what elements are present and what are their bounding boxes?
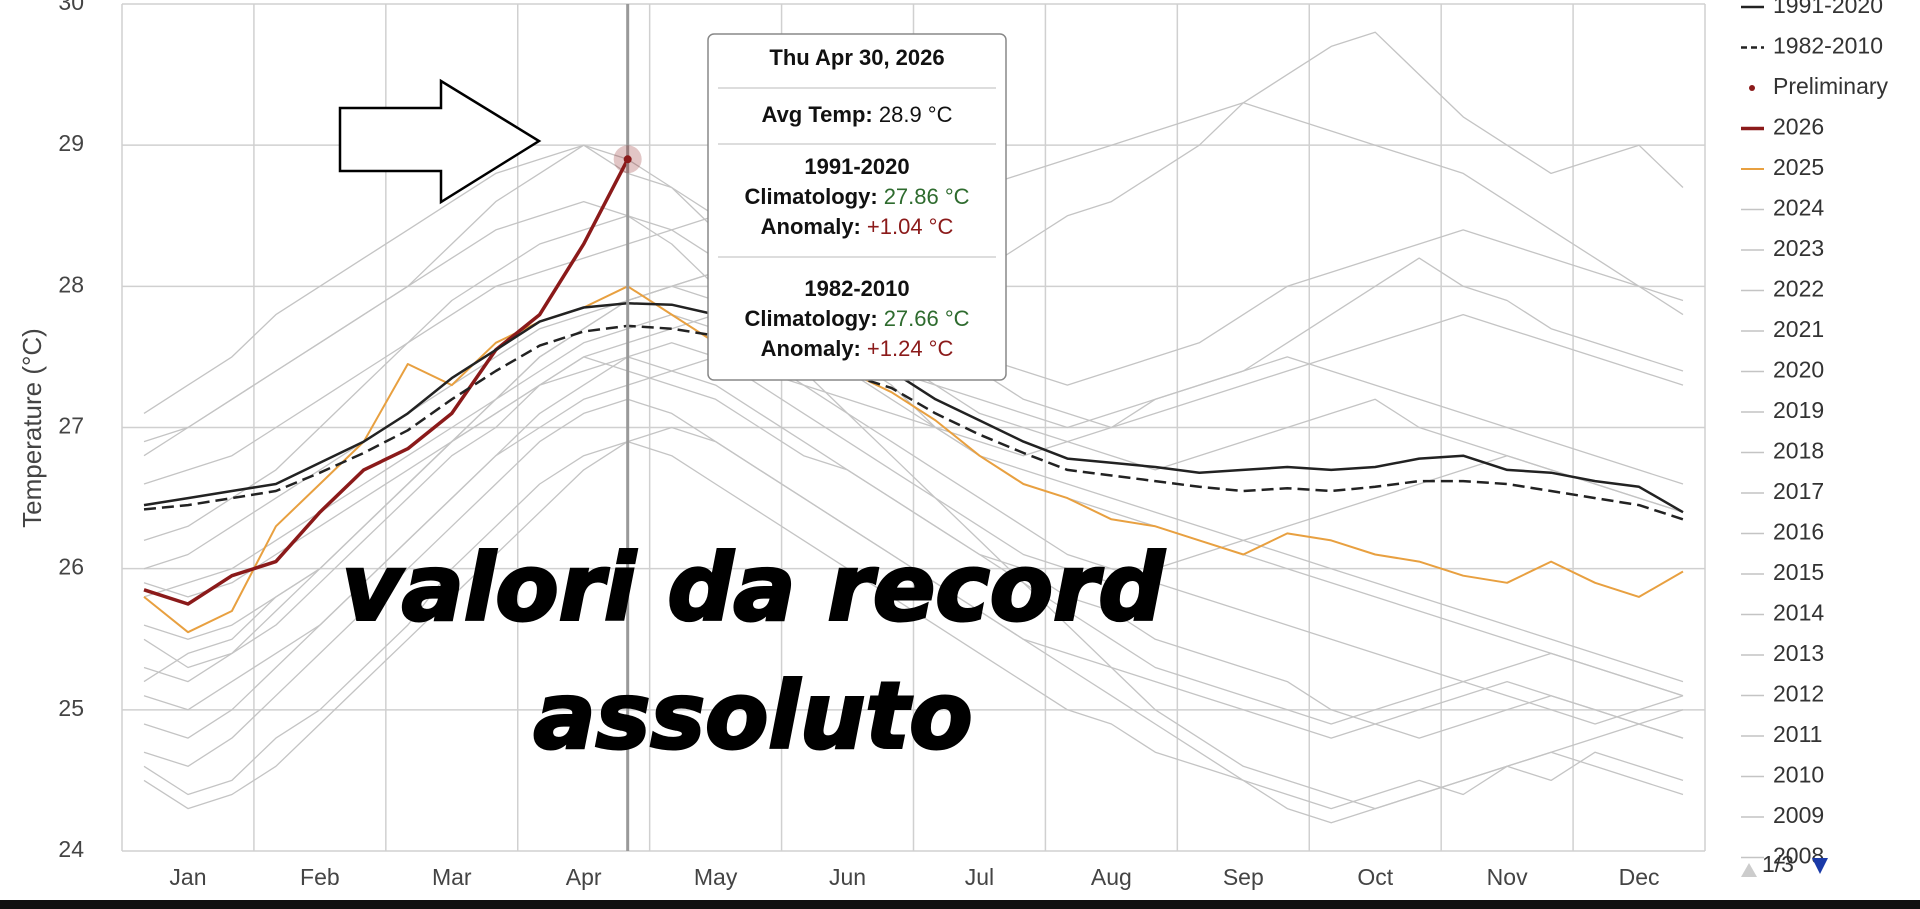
tooltip-date: Thu Apr 30, 2026 [769, 45, 944, 70]
legend-label: 2016 [1773, 519, 1824, 545]
lines [143, 4, 1684, 851]
series-line [143, 302, 1684, 514]
legend-label: 2009 [1773, 802, 1824, 828]
label: Anomaly: [761, 336, 861, 361]
legend-label: 2021 [1773, 316, 1824, 342]
legend-label: 2013 [1773, 640, 1824, 666]
tooltip: Thu Apr 30, 2026 Avg Temp: 28.9 °C 1991-… [707, 33, 1007, 381]
x-tick-label: Jan [169, 864, 206, 890]
legend-label: 2026 [1773, 114, 1824, 140]
series-line [143, 285, 1684, 634]
legend-label: 2023 [1773, 235, 1824, 261]
preliminary-point [623, 155, 632, 164]
legend-label: 2020 [1773, 357, 1824, 383]
series-line [143, 356, 1684, 739]
x-tick-label: Mar [432, 864, 472, 890]
x-tick-label: Jul [965, 864, 994, 890]
legend-label: 2010 [1773, 762, 1824, 788]
legend-label: 2011 [1773, 721, 1822, 747]
tooltip-anomaly: Anomaly: +1.04 °C [761, 214, 954, 239]
tooltip-avg: Avg Temp: 28.9 °C [762, 102, 953, 127]
label: Climatology: [744, 306, 877, 331]
legend-label: 2024 [1773, 195, 1824, 221]
y-tick-label: 29 [58, 130, 84, 156]
value: +1.24 °C [867, 336, 954, 361]
x-tick-label: Oct [1357, 864, 1393, 890]
annotation: assoluto [533, 662, 972, 769]
value: +1.04 °C [867, 214, 954, 239]
tooltip-section-title: 1991-2020 [804, 154, 909, 179]
x-tick-label: Feb [300, 864, 340, 890]
label: Anomaly: [761, 214, 861, 239]
tooltip-anomaly: Anomaly: +1.24 °C [761, 336, 954, 361]
grid: 24 25 26 27 28 29 30 Jan Feb Mar Apr May Jun Jul Aug Se… [58, 0, 1706, 890]
legend-label: 2014 [1773, 600, 1824, 626]
y-axis-label: Temperature (°C) [17, 328, 47, 528]
legend-page: 1/3 [1762, 851, 1794, 877]
tooltip-section-title: 1982-2010 [804, 276, 909, 301]
arrow [338, 78, 542, 205]
series-line [143, 324, 1684, 521]
y-tick-label: 26 [58, 554, 84, 580]
label: Climatology: [744, 184, 877, 209]
legend-label: 2019 [1773, 397, 1824, 423]
y-tick-label: 28 [58, 271, 84, 297]
legend-label: 2012 [1773, 681, 1824, 707]
x-tick-label: Aug [1091, 864, 1132, 890]
legend-label: 1991-2020 [1773, 0, 1883, 18]
x-tick-label: Nov [1487, 864, 1528, 890]
legend-next[interactable] [1812, 858, 1828, 874]
value: 27.66 °C [884, 306, 970, 331]
legend-label: 2025 [1773, 154, 1824, 180]
y-tick-label: 25 [58, 695, 84, 721]
tooltip-climatology: Climatology: 27.86 °C [744, 184, 969, 209]
legend-marker [1749, 85, 1755, 91]
series-line [143, 398, 1684, 824]
tooltip-climatology: Climatology: 27.66 °C [744, 306, 969, 331]
x-tick-label: May [694, 864, 738, 890]
legend-label: 1982-2010 [1773, 33, 1883, 59]
y-tick-label: 27 [58, 413, 84, 439]
series-line [143, 440, 1684, 810]
x-tick-label: Jun [829, 864, 866, 890]
y-tick-label: 30 [58, 0, 84, 15]
y-tick-label: 24 [58, 836, 84, 862]
x-tick-label: Sep [1223, 864, 1264, 890]
value: 28.9 °C [879, 102, 953, 127]
x-tick-label: Apr [566, 864, 602, 890]
legend-label: 2018 [1773, 438, 1824, 464]
tooltip-box [707, 33, 1007, 381]
x-tick-label: Dec [1619, 864, 1660, 890]
legend: 1991-2020 1982-2010 Preliminary 2026 2025 202… [1741, 0, 1889, 877]
value: 27.86 °C [884, 184, 970, 209]
series-line [143, 158, 630, 606]
bottom-bar [0, 900, 1920, 909]
legend-label: Preliminary [1773, 73, 1889, 99]
legend-prev [1741, 863, 1757, 877]
legend-label: 2015 [1773, 559, 1824, 585]
label: Avg Temp: [762, 102, 873, 127]
annotation: valori da record [342, 534, 1166, 641]
legend-label: 2017 [1773, 478, 1824, 504]
legend-label: 2022 [1773, 276, 1824, 302]
